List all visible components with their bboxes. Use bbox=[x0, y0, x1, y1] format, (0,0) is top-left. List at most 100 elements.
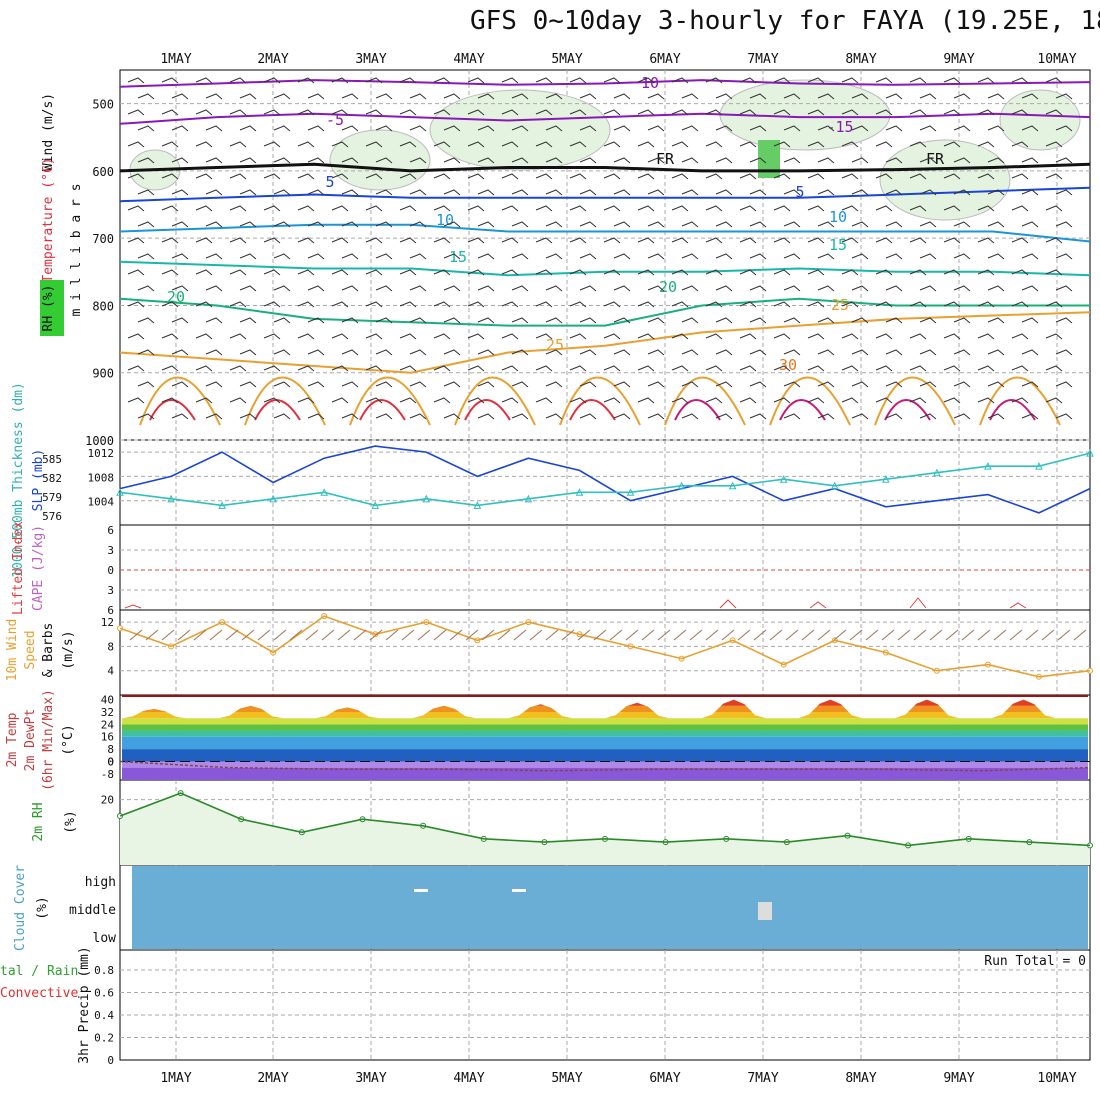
wind-barb bbox=[273, 125, 291, 132]
wind-barb bbox=[137, 93, 155, 100]
wind-barb bbox=[341, 349, 359, 356]
wind-barb bbox=[545, 317, 563, 324]
wind-barb bbox=[919, 93, 937, 100]
wind-barb bbox=[647, 125, 665, 132]
temp-tick-label: 24 bbox=[101, 718, 115, 731]
wind-barb-10m bbox=[801, 629, 815, 641]
date-label-bottom: 6MAY bbox=[649, 1071, 680, 1086]
wind-barb bbox=[341, 93, 359, 100]
wind-barb bbox=[239, 317, 257, 324]
wind-barb bbox=[171, 381, 189, 388]
rh-line bbox=[119, 792, 1091, 847]
wind-barb bbox=[433, 205, 451, 212]
wind-barb bbox=[535, 173, 553, 180]
wind-barb bbox=[569, 397, 587, 404]
wind-barb bbox=[195, 205, 213, 212]
wind-barb bbox=[501, 205, 519, 212]
wind-barb bbox=[671, 173, 689, 180]
wind-barb bbox=[1021, 125, 1039, 132]
wind-barb bbox=[817, 253, 835, 260]
wind-barb bbox=[137, 157, 155, 164]
wind-barb bbox=[127, 237, 145, 244]
wind-barb bbox=[603, 109, 621, 116]
surface-warm-contour bbox=[244, 376, 326, 426]
wind-barb bbox=[739, 77, 757, 84]
wind-barb bbox=[1021, 93, 1039, 100]
temp-color-band bbox=[122, 767, 1088, 780]
wind-barb bbox=[545, 381, 563, 388]
wind-barb bbox=[443, 189, 461, 196]
wind-barb bbox=[715, 189, 733, 196]
wind-barb bbox=[195, 397, 213, 404]
wind-barb-10m bbox=[769, 629, 783, 641]
wind-barb bbox=[647, 189, 665, 196]
wind-barb bbox=[875, 365, 893, 372]
wind-barb bbox=[807, 397, 825, 404]
wind-barb-10m bbox=[193, 629, 207, 641]
wind-barb bbox=[511, 285, 529, 292]
wind-barb bbox=[739, 301, 757, 308]
wind-barb bbox=[375, 317, 393, 324]
wind-barb-10m bbox=[737, 629, 751, 641]
wind-barb bbox=[841, 205, 859, 212]
wind-barb bbox=[375, 349, 393, 356]
wind-barb bbox=[579, 221, 597, 228]
wind-barb bbox=[375, 93, 393, 100]
date-label-top: 10MAY bbox=[1037, 52, 1076, 67]
wind-barb bbox=[477, 349, 495, 356]
wind-barb bbox=[773, 237, 791, 244]
wind-barb bbox=[307, 221, 325, 228]
pressure-tick-label: 900 bbox=[92, 367, 114, 381]
wind-barb bbox=[875, 269, 893, 276]
li-tick-label: 6 bbox=[107, 524, 114, 537]
wind-barb bbox=[545, 349, 563, 356]
wind-barb bbox=[885, 381, 903, 388]
wind-barb bbox=[875, 173, 893, 180]
date-label-bottom: 3MAY bbox=[355, 1071, 386, 1086]
wind-barb bbox=[919, 221, 937, 228]
wind-barb bbox=[545, 285, 563, 292]
wind-barb bbox=[783, 93, 801, 100]
isotherm-line bbox=[119, 311, 1091, 374]
wind-barb bbox=[205, 157, 223, 164]
wind-barb bbox=[365, 333, 383, 340]
wind-barb bbox=[943, 301, 961, 308]
date-label-top: 8MAY bbox=[845, 52, 876, 67]
wind-barb bbox=[569, 205, 587, 212]
wind-barb bbox=[919, 157, 937, 164]
wind-barb bbox=[297, 301, 315, 308]
wind-barb bbox=[195, 365, 213, 372]
wind-barb bbox=[511, 253, 529, 260]
temp-tick-label: 0 bbox=[107, 755, 114, 768]
date-label-bottom: 8MAY bbox=[845, 1071, 876, 1086]
wind-barb bbox=[341, 381, 359, 388]
wind-barb bbox=[773, 173, 791, 180]
wind-barb bbox=[953, 317, 971, 324]
wind-barb bbox=[375, 285, 393, 292]
isotherm-line bbox=[119, 260, 1091, 277]
wind-barb bbox=[1045, 397, 1063, 404]
wind-barb bbox=[433, 237, 451, 244]
wind-barb bbox=[1045, 237, 1063, 244]
wind-barb bbox=[647, 381, 665, 388]
wind-barb bbox=[399, 77, 417, 84]
wind-barb bbox=[205, 125, 223, 132]
wind-barb bbox=[681, 221, 699, 228]
wind-barb bbox=[501, 365, 519, 372]
wind-barb bbox=[681, 189, 699, 196]
wind-barb bbox=[307, 157, 325, 164]
wind-barb-10m bbox=[289, 629, 303, 641]
wind-barb bbox=[705, 269, 723, 276]
wind-barb bbox=[603, 77, 621, 84]
wind-barb bbox=[851, 349, 869, 356]
wind-barb bbox=[977, 301, 995, 308]
wind-barb bbox=[647, 221, 665, 228]
wind-barb bbox=[749, 125, 767, 132]
wind-barb bbox=[477, 381, 495, 388]
surface-warm-contour bbox=[464, 399, 511, 421]
wind-barb bbox=[603, 397, 621, 404]
wind-barb bbox=[977, 77, 995, 84]
wind-barb bbox=[919, 381, 937, 388]
wind-barb-10m bbox=[897, 629, 911, 641]
wind-barb bbox=[375, 189, 393, 196]
